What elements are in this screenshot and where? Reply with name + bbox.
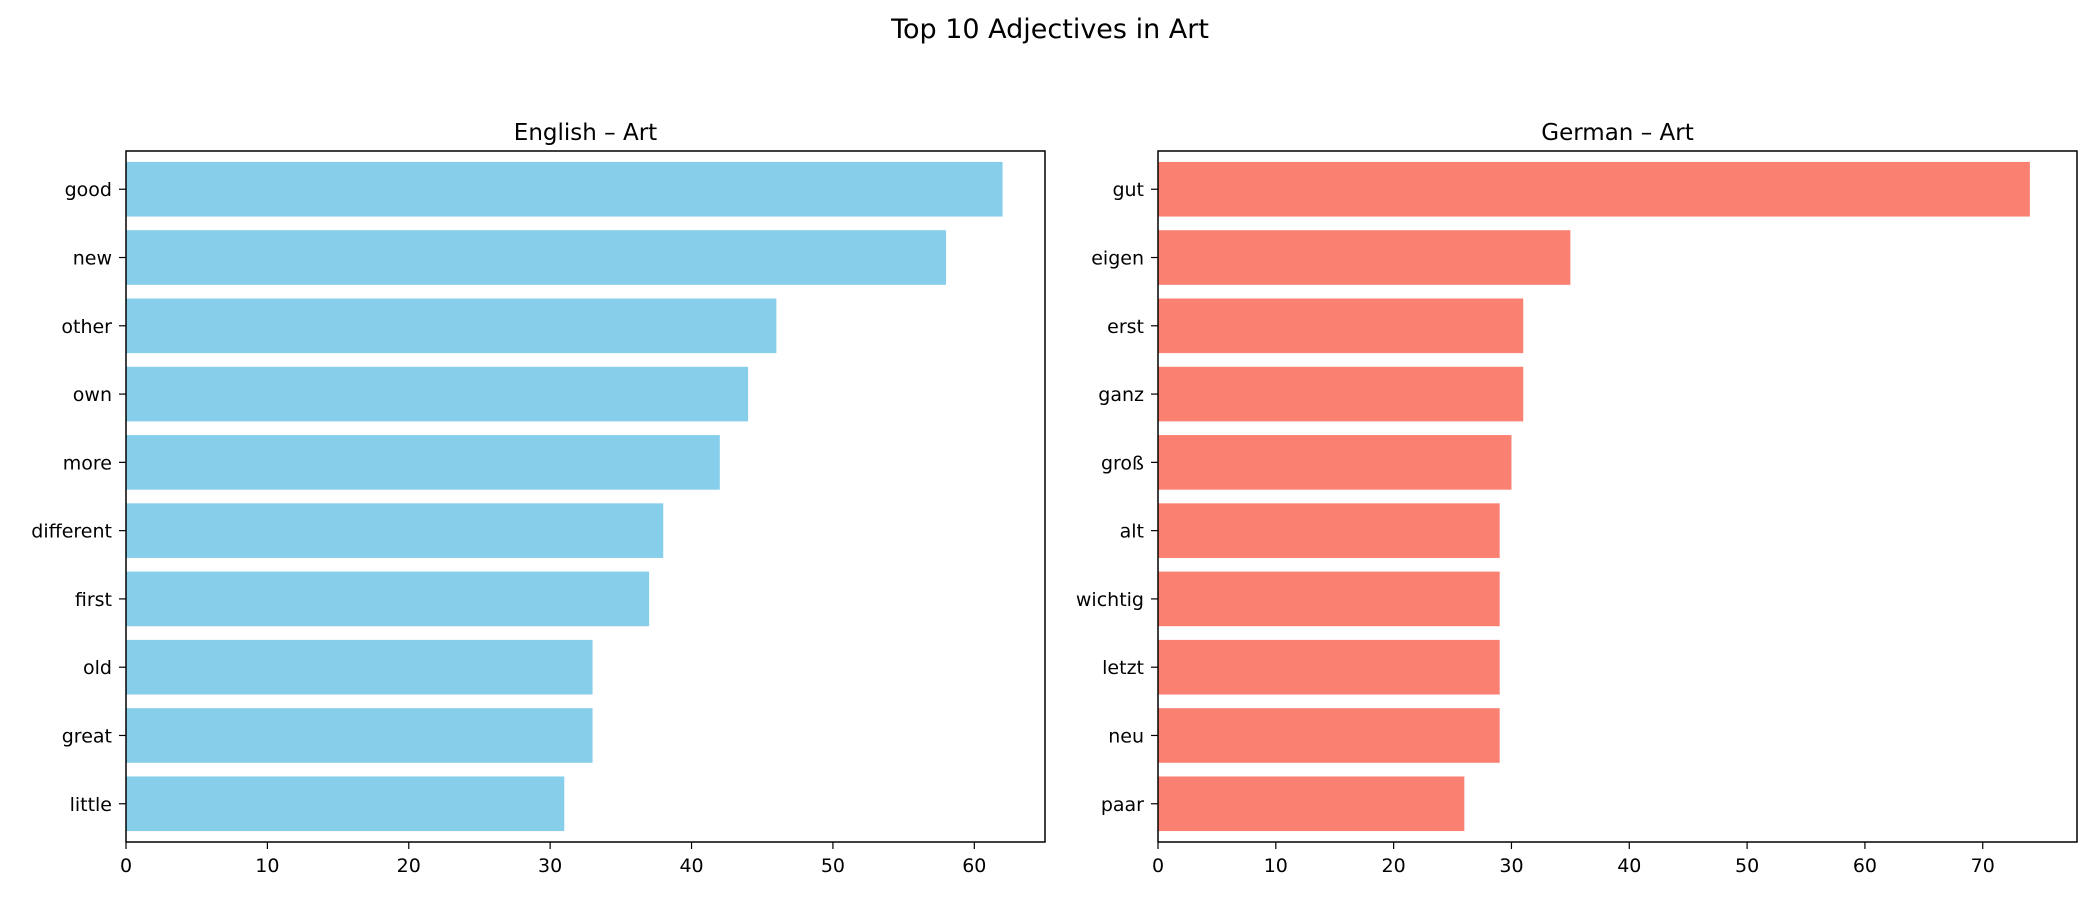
german-x-tick-label-6: 60	[1853, 855, 1877, 877]
german-x-tick-label-7: 70	[1971, 855, 1995, 877]
chart-english-x-ticks: 0 10 20 30 40 50 60	[120, 842, 986, 877]
german-bar-4	[1158, 435, 1512, 490]
english-x-tick-label-6: 60	[962, 855, 986, 877]
chart-english-bars	[126, 161, 1003, 832]
chart-german-frame	[1157, 150, 2078, 843]
german-x-tick-label-3: 30	[1499, 855, 1523, 877]
german-bar-3	[1158, 366, 1524, 422]
english-category-label-1: new	[73, 248, 112, 270]
chart-english-art: English – Art good new other own more differe…	[31, 120, 1046, 877]
english-category-label-0: good	[65, 179, 112, 201]
german-category-label-5: alt	[1120, 521, 1144, 543]
chart-german-title: German – Art	[1541, 120, 1693, 146]
english-bar-6	[126, 571, 650, 627]
german-category-label-8: neu	[1108, 725, 1144, 747]
german-bar-8	[1158, 708, 1500, 763]
german-bar-7	[1158, 639, 1500, 695]
english-bar-2	[126, 298, 777, 354]
german-bar-1	[1158, 230, 1571, 285]
english-bar-1	[126, 230, 947, 285]
german-x-tick-label-4: 40	[1617, 855, 1641, 877]
english-category-label-6: first	[75, 589, 112, 611]
german-category-label-9: paar	[1101, 794, 1144, 816]
english-x-tick-label-1: 10	[255, 855, 279, 877]
chart-english-category-labels: good new other own more different first old grea…	[31, 179, 126, 816]
german-category-label-2: erst	[1107, 316, 1144, 338]
chart-english-title: English – Art	[514, 120, 657, 146]
german-x-tick-label-1: 10	[1264, 855, 1288, 877]
english-bar-0	[126, 161, 1003, 217]
german-bar-6	[1158, 571, 1500, 627]
chart-german-art: German – Art gut eigen erst ganz groß alt wich…	[1076, 120, 2078, 877]
english-bar-4	[126, 435, 720, 490]
german-x-tick-label-0: 0	[1152, 855, 1164, 877]
english-category-label-3: own	[73, 384, 112, 406]
english-category-label-5: different	[31, 521, 112, 543]
english-bar-7	[126, 639, 593, 695]
german-category-label-7: letzt	[1102, 657, 1144, 679]
german-bar-2	[1158, 298, 1524, 354]
chart-german-x-ticks: 0 10 20 30 40 50 60 70	[1152, 842, 1995, 877]
german-bar-9	[1158, 776, 1465, 832]
english-bar-9	[126, 776, 565, 832]
german-x-tick-label-2: 20	[1382, 855, 1406, 877]
english-category-label-4: more	[63, 452, 112, 474]
chart-german-category-labels: gut eigen erst ganz groß alt wichtig letzt neu pa…	[1076, 179, 1158, 816]
english-category-label-8: great	[62, 725, 112, 747]
english-category-label-2: other	[61, 316, 112, 338]
german-category-label-1: eigen	[1091, 248, 1144, 270]
english-bar-8	[126, 708, 593, 763]
german-bar-0	[1158, 161, 2030, 217]
english-category-label-7: old	[83, 657, 112, 679]
english-bar-5	[126, 503, 664, 558]
figure-title: Top 10 Adjectives in Art	[890, 14, 1209, 45]
chart-english-frame	[125, 150, 1046, 843]
english-x-tick-label-2: 20	[397, 855, 421, 877]
german-category-label-4: groß	[1101, 452, 1144, 474]
english-category-label-9: little	[70, 794, 112, 816]
german-bar-5	[1158, 503, 1500, 558]
english-x-tick-label-5: 50	[821, 855, 845, 877]
german-category-label-3: ganz	[1098, 384, 1144, 406]
german-x-tick-label-5: 50	[1735, 855, 1759, 877]
english-x-tick-label-4: 40	[679, 855, 703, 877]
english-x-tick-label-3: 30	[538, 855, 562, 877]
german-category-label-0: gut	[1112, 179, 1144, 201]
english-x-tick-label-0: 0	[120, 855, 132, 877]
chart-german-bars	[1158, 161, 2030, 832]
german-category-label-6: wichtig	[1076, 589, 1144, 611]
english-bar-3	[126, 366, 749, 422]
